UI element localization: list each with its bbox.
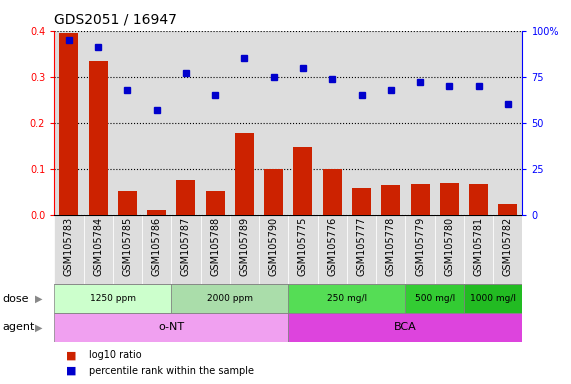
Text: GSM105784: GSM105784 — [93, 217, 103, 276]
Text: 500 mg/l: 500 mg/l — [415, 294, 455, 303]
Text: GSM105788: GSM105788 — [210, 217, 220, 276]
Bar — [83, 215, 112, 284]
Bar — [171, 284, 288, 313]
Bar — [288, 313, 522, 342]
Bar — [54, 313, 288, 342]
Text: GSM105790: GSM105790 — [269, 217, 279, 276]
Bar — [469, 184, 488, 215]
Bar — [83, 31, 112, 215]
Bar — [230, 215, 259, 284]
Bar — [59, 33, 78, 215]
Bar — [176, 180, 195, 215]
Text: GSM105781: GSM105781 — [473, 217, 484, 276]
Bar — [89, 61, 108, 215]
Text: dose: dose — [3, 293, 29, 304]
Text: 2000 ppm: 2000 ppm — [207, 294, 253, 303]
Text: log10 ratio: log10 ratio — [89, 350, 141, 360]
Bar — [493, 215, 522, 284]
Bar — [464, 215, 493, 284]
Text: GSM105783: GSM105783 — [64, 217, 74, 276]
Bar — [352, 188, 371, 215]
Bar — [288, 215, 317, 284]
Text: GSM105786: GSM105786 — [152, 217, 162, 276]
Bar — [113, 31, 142, 215]
Text: ■: ■ — [66, 366, 76, 376]
Bar — [54, 284, 171, 313]
Text: GSM105789: GSM105789 — [239, 217, 250, 276]
Text: GSM105782: GSM105782 — [503, 217, 513, 276]
Text: percentile rank within the sample: percentile rank within the sample — [89, 366, 254, 376]
Bar — [206, 190, 225, 215]
Bar — [323, 169, 342, 215]
Text: GSM105776: GSM105776 — [327, 217, 337, 276]
Text: GSM105787: GSM105787 — [181, 217, 191, 276]
Text: agent: agent — [3, 322, 35, 333]
Text: GSM105779: GSM105779 — [415, 217, 425, 276]
Text: GSM105780: GSM105780 — [444, 217, 455, 276]
Text: ▶: ▶ — [35, 322, 43, 333]
Bar — [435, 31, 464, 215]
Bar — [405, 31, 435, 215]
Bar — [171, 215, 200, 284]
Bar — [493, 31, 522, 215]
Text: ■: ■ — [66, 350, 76, 360]
Text: 1250 ppm: 1250 ppm — [90, 294, 136, 303]
Bar — [200, 31, 230, 215]
Bar — [264, 169, 283, 215]
Bar — [288, 284, 405, 313]
Bar — [142, 215, 171, 284]
Text: 1000 mg/l: 1000 mg/l — [470, 294, 516, 303]
Text: GDS2051 / 16947: GDS2051 / 16947 — [54, 13, 177, 27]
Bar — [142, 31, 171, 215]
Bar — [376, 215, 405, 284]
Bar — [317, 215, 347, 284]
Text: BCA: BCA — [394, 322, 417, 333]
Bar — [118, 190, 137, 215]
Bar — [54, 31, 83, 215]
Bar — [411, 184, 429, 215]
Text: GSM105785: GSM105785 — [122, 217, 132, 276]
Bar — [498, 204, 517, 215]
Text: GSM105775: GSM105775 — [298, 217, 308, 276]
Bar — [464, 284, 522, 313]
Bar — [147, 210, 166, 215]
Bar — [347, 215, 376, 284]
Text: GSM105778: GSM105778 — [386, 217, 396, 276]
Bar — [381, 185, 400, 215]
Bar — [54, 215, 83, 284]
Bar — [405, 215, 435, 284]
Text: 250 mg/l: 250 mg/l — [327, 294, 367, 303]
Bar — [259, 215, 288, 284]
Bar — [376, 31, 405, 215]
Bar — [317, 31, 347, 215]
Bar — [235, 133, 254, 215]
Bar — [440, 183, 459, 215]
Bar — [171, 31, 200, 215]
Text: ▶: ▶ — [35, 293, 43, 304]
Bar — [347, 31, 376, 215]
Bar — [200, 215, 230, 284]
Bar — [259, 31, 288, 215]
Bar — [288, 31, 317, 215]
Bar — [405, 284, 464, 313]
Text: GSM105777: GSM105777 — [356, 217, 367, 276]
Bar — [113, 215, 142, 284]
Bar — [293, 147, 312, 215]
Text: o-NT: o-NT — [158, 322, 184, 333]
Bar — [230, 31, 259, 215]
Bar — [435, 215, 464, 284]
Bar — [464, 31, 493, 215]
